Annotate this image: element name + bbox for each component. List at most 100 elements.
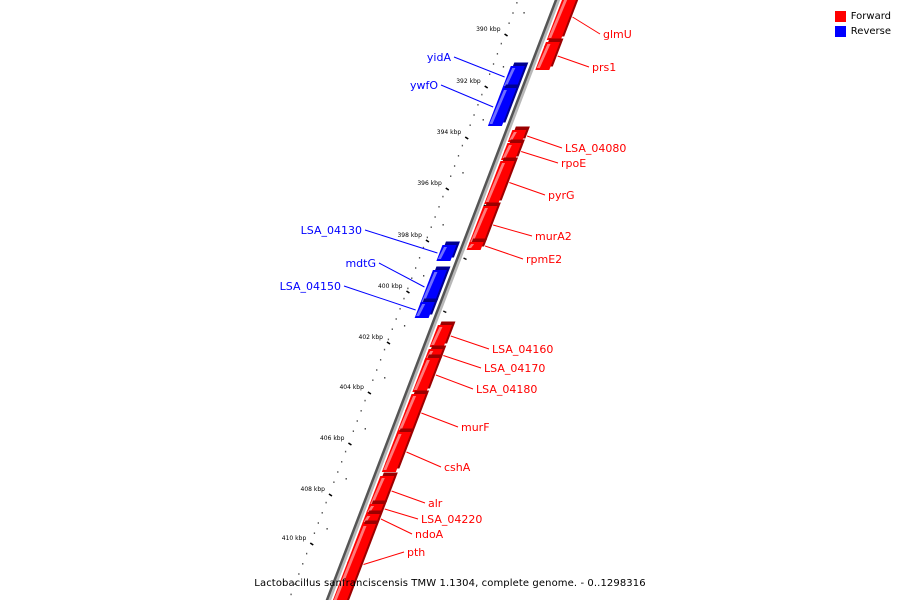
gene-label-LSA_04150[interactable]: LSA_04150 <box>280 280 341 293</box>
scale-major-tick <box>445 187 450 191</box>
legend-reverse: Reverse <box>835 24 891 39</box>
gene-leader-line <box>453 56 505 78</box>
gene-leader-line <box>391 490 426 504</box>
scale-minor-tick <box>395 318 397 320</box>
scale-minor-tick <box>488 73 491 75</box>
gene-alr[interactable] <box>368 472 398 507</box>
scale-tick-label: 408 kbp <box>301 486 326 493</box>
scale-minor-tick <box>423 275 425 277</box>
gene-label-LSA_04130[interactable]: LSA_04130 <box>301 224 362 237</box>
scale-minor-tick <box>481 93 483 96</box>
genome-backbone <box>325 0 561 600</box>
gene-label-glmU[interactable]: glmU <box>603 28 632 41</box>
gene-ywfO[interactable] <box>487 84 520 127</box>
gene-label-cshA[interactable]: cshA <box>444 461 471 474</box>
gene-leader-line <box>484 245 524 260</box>
gene-LSA_04160[interactable] <box>429 321 456 348</box>
scale-major-tick <box>504 33 508 37</box>
gene-highlight <box>363 516 371 522</box>
gene-LSA_04150[interactable] <box>414 298 439 319</box>
scale-tick-label: 404 kbp <box>339 384 364 391</box>
gene-label-LSA_04080[interactable]: LSA_04080 <box>565 142 626 155</box>
backbone-tick <box>442 310 447 314</box>
gene-label-mdtG[interactable]: mdtG <box>345 257 376 270</box>
backbone-shadow <box>326 0 561 600</box>
gene-leader-line <box>450 335 490 350</box>
scale-minor-tick <box>326 528 328 530</box>
gene-label-murA2[interactable]: murA2 <box>535 230 572 243</box>
gene-rpmE2[interactable] <box>466 238 488 251</box>
gene-highlight <box>370 478 385 504</box>
gene-label-prs1[interactable]: prs1 <box>592 61 616 74</box>
gene-leader-line <box>364 229 438 254</box>
gene-highlight <box>383 434 402 470</box>
scale-minor-tick <box>434 216 436 218</box>
gene-murF[interactable] <box>397 390 430 433</box>
scale-minor-tick <box>523 12 525 14</box>
gene-LSA_04130[interactable] <box>436 241 460 262</box>
gene-LSA_04180[interactable] <box>412 354 443 393</box>
scale-major-tick <box>425 239 430 243</box>
scale-tick-label: 406 kbp <box>320 435 345 442</box>
gene-yidA[interactable] <box>502 62 529 89</box>
scale-minor-tick <box>325 501 327 504</box>
gene-label-LSA_04170[interactable]: LSA_04170 <box>484 362 545 375</box>
gene-highlight <box>468 244 475 248</box>
scale-tick-label: 392 kbp <box>456 78 481 85</box>
gene-highlight <box>470 208 488 242</box>
gene-highlight <box>548 0 568 38</box>
gene-label-yidA[interactable]: yidA <box>427 51 452 64</box>
scale-minor-tick <box>356 420 358 422</box>
gene-murA2[interactable] <box>468 202 501 245</box>
gene-leader-line <box>435 374 474 390</box>
gene-LSA_04080[interactable] <box>507 126 530 143</box>
gene-features <box>331 0 582 600</box>
gene-leader-line <box>443 355 482 369</box>
scale-minor-tick <box>516 2 518 4</box>
scale-minor-tick <box>473 114 475 116</box>
gene-glmU[interactable] <box>546 0 582 40</box>
scale-major-tick <box>406 290 410 294</box>
scale-minor-tick <box>306 580 308 582</box>
gene-pth[interactable] <box>331 520 380 600</box>
scale-minor-tick <box>469 124 471 126</box>
gene-mdtG[interactable] <box>419 266 451 305</box>
reverse-swatch <box>835 26 846 37</box>
gene-highlight <box>431 327 443 345</box>
scale-minor-tick <box>290 593 292 596</box>
scale-minor-tick <box>298 573 300 575</box>
scale-minor-tick <box>500 42 502 45</box>
gene-label-pyrG[interactable]: pyrG <box>548 189 575 202</box>
gene-rpoE[interactable] <box>500 139 525 161</box>
backbone-tick <box>463 257 467 261</box>
scale-minor-tick <box>442 224 444 226</box>
scale-minor-tick <box>302 563 304 565</box>
scale-minor-tick <box>426 236 428 239</box>
gene-label-ywfO[interactable]: ywfO <box>410 79 438 92</box>
scale-major-tick <box>386 341 391 345</box>
scale-minor-tick <box>321 512 323 514</box>
gene-label-ndoA[interactable]: ndoA <box>415 528 444 541</box>
gene-label-alr[interactable]: alr <box>428 497 443 510</box>
gene-pyrG[interactable] <box>484 157 519 205</box>
scale-minor-tick <box>305 552 308 555</box>
gene-leader-line <box>572 16 601 35</box>
gene-label-pth[interactable]: pth <box>407 546 425 559</box>
gene-prs1[interactable] <box>535 38 564 71</box>
gene-leader-line <box>557 55 590 68</box>
gene-highlight <box>502 145 512 158</box>
gene-label-murF[interactable]: murF <box>461 421 490 434</box>
gene-label-rpoE[interactable]: rpoE <box>561 157 586 170</box>
gene-label-LSA_04180[interactable]: LSA_04180 <box>476 383 537 396</box>
gene-cshA[interactable] <box>381 428 415 473</box>
gene-leader-line <box>521 151 559 164</box>
scale-minor-tick <box>457 155 460 157</box>
gene-leader-line <box>440 84 494 108</box>
gene-label-rpmE2[interactable]: rpmE2 <box>526 253 562 266</box>
gene-label-LSA_04220[interactable]: LSA_04220 <box>421 513 482 526</box>
scale-minor-tick <box>399 308 401 310</box>
gene-label-LSA_04160[interactable]: LSA_04160 <box>492 343 553 356</box>
scale-minor-tick <box>411 277 413 279</box>
scale-minor-tick <box>372 379 374 381</box>
scale-minor-tick <box>512 12 514 14</box>
